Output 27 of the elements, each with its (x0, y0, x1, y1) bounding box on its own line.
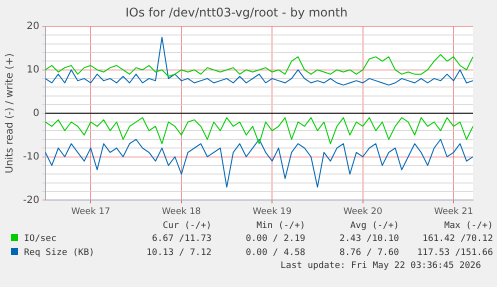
text: 2.43 /10.10 (338, 233, 400, 246)
text: 0.00 / 2.19 (244, 233, 306, 246)
text: Min (-/+) (256, 220, 306, 232)
x-tick-label: Week 21 (434, 206, 474, 217)
text: 117.53 /151.66 (416, 247, 494, 260)
text: 161.42 /70.12 (422, 233, 494, 246)
text: Cur (-/+) (162, 220, 213, 232)
y-tick-label: 10 (26, 64, 40, 76)
text: 0.00 / 4.58 (244, 247, 306, 260)
text: Max (-/+) (443, 220, 494, 232)
x-tick-label: Week 18 (162, 206, 202, 217)
legend-label: IO/sec (24, 234, 57, 244)
x-tick-label: Week 19 (252, 206, 292, 217)
legend-label: Req Size (KB) (24, 248, 94, 258)
y-axis-title: Units read (-) / write (+) (4, 53, 16, 174)
y-tick-label: 20 (26, 20, 40, 32)
text: 8.76 / 7.60 (338, 247, 400, 260)
chart-title: IOs for /dev/ntt03-vg/root - by month (125, 5, 348, 20)
text: Avg (-/+) (349, 220, 400, 232)
text: Last update: Fri May 22 03:36:45 2026 (280, 260, 482, 272)
y-tick-label: -10 (22, 151, 40, 162)
y-tick-label: 0 (32, 108, 40, 119)
x-tick-label: Week 20 (343, 206, 383, 217)
x-tick-label: Week 17 (71, 206, 110, 217)
text: 10.13 / 7.12 (146, 247, 213, 260)
text: 6.67 /11.73 (150, 233, 213, 246)
y-tick-label: -20 (22, 194, 40, 206)
